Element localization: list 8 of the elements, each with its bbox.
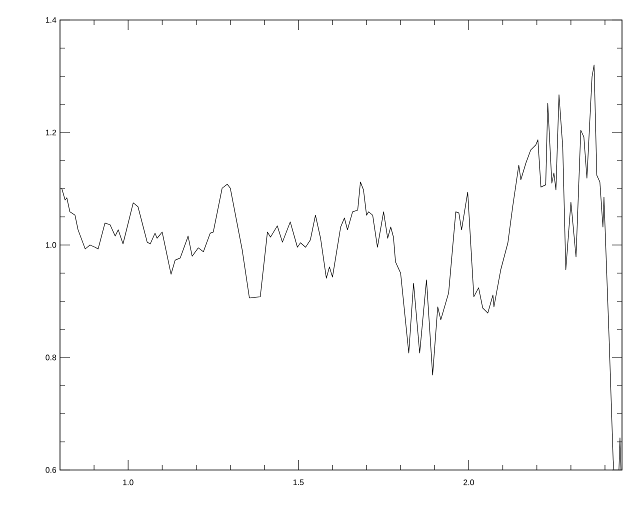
y-tick-label: 1.2 [46, 130, 56, 136]
x-tick-label: 2.0 [464, 480, 474, 486]
x-tick-label: 1.0 [123, 480, 134, 486]
y-tick-label: 1.4 [46, 17, 56, 23]
y-tick-label: 0.6 [46, 467, 56, 473]
x-tick-label: 1.5 [293, 480, 304, 486]
y-tick-label: 0.8 [46, 354, 56, 360]
y-tick-label: 1.0 [46, 242, 56, 248]
